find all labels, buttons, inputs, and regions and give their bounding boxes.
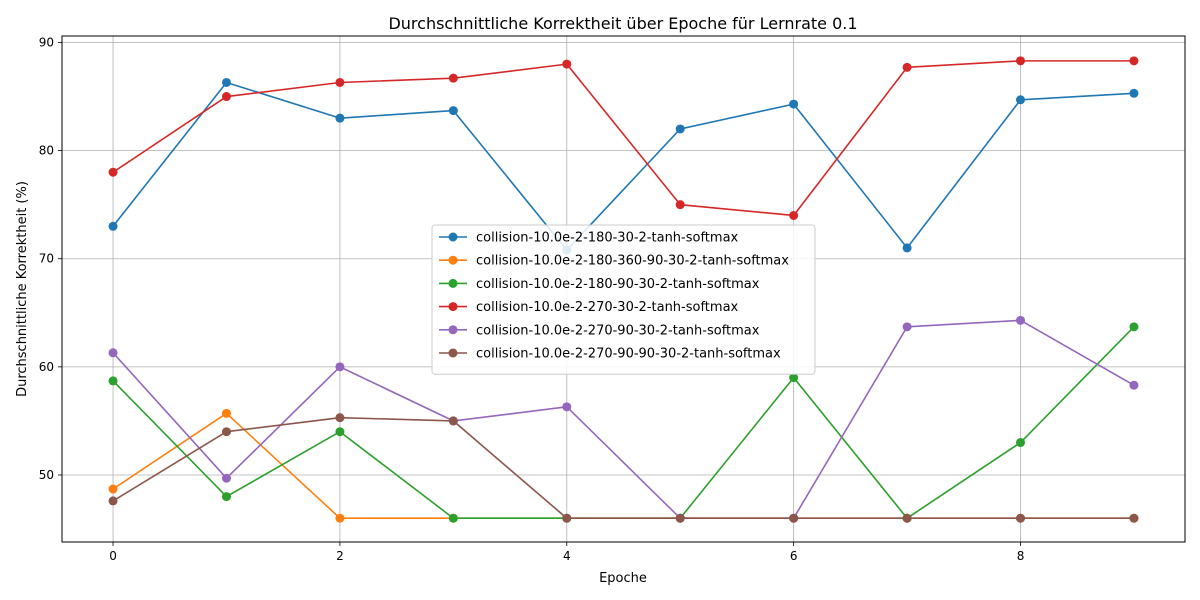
data-point (108, 496, 118, 506)
legend-marker (448, 348, 458, 358)
series-line-1 (112, 81, 1135, 251)
y-tick-label: 50 (39, 468, 54, 482)
data-point (902, 322, 912, 332)
data-point (562, 59, 572, 69)
data-point (789, 210, 799, 220)
data-point (221, 492, 231, 502)
y-tick-label: 70 (39, 252, 54, 266)
data-point (335, 427, 345, 437)
legend-label: collision-10.0e-2-270-90-90-30-2-tanh-so… (476, 347, 781, 362)
legend-box (431, 224, 816, 375)
data-point (108, 221, 118, 231)
data-point (221, 77, 231, 87)
legend-label: collision-10.0e-2-270-90-30-2-tanh-softm… (476, 323, 760, 338)
data-point (562, 513, 572, 523)
y-axis-label: Durchschnittliche Korrektheit (%) (15, 181, 30, 397)
y-tick-label: 60 (39, 360, 54, 374)
plot-area: 0 2 4 6 8 50 60 70 80 90 (39, 35, 1186, 563)
data-point (789, 373, 799, 383)
data-point (675, 513, 685, 523)
y-tick-label: 80 (39, 144, 54, 158)
data-point (1129, 56, 1139, 66)
data-point (1016, 95, 1026, 105)
data-point (221, 427, 231, 437)
data-point (789, 513, 799, 523)
data-point (221, 473, 231, 483)
x-axis-label: Epoche (599, 571, 647, 586)
data-point (108, 484, 118, 494)
legend-label: collision-10.0e-2-180-90-30-2-tanh-softm… (476, 277, 760, 292)
data-point (1129, 322, 1139, 332)
legend-label: collision-10.0e-2-270-30-2-tanh-softmax (476, 300, 739, 315)
data-point (675, 200, 685, 210)
data-point (221, 92, 231, 102)
legend-label: collision-10.0e-2-180-30-2-tanh-softmax (476, 231, 739, 246)
data-point (448, 416, 458, 426)
data-point (108, 376, 118, 386)
series-line-6 (112, 416, 1134, 520)
data-point (335, 513, 345, 523)
data-point (902, 513, 912, 523)
data-point (448, 106, 458, 116)
legend-marker (448, 255, 458, 265)
data-point (1129, 88, 1139, 98)
chart-title: Durchschnittliche Korrektheit über Epoch… (388, 14, 857, 33)
series-line-4 (112, 60, 1134, 217)
data-point (1129, 380, 1139, 390)
data-point (902, 62, 912, 72)
legend: collision-10.0e-2-180-30-2-tanh-softmax c… (431, 224, 816, 375)
legend-label: collision-10.0e-2-180-360-90-30-2-tanh-s… (476, 254, 789, 269)
data-point (562, 402, 572, 412)
data-point (1016, 438, 1026, 448)
data-point (335, 362, 345, 372)
data-point (1129, 513, 1139, 523)
data-point (675, 124, 685, 134)
axes-frame (61, 35, 1186, 543)
data-point (448, 513, 458, 523)
x-tick-label: 4 (563, 549, 571, 563)
x-tick-label: 6 (790, 549, 798, 563)
data-point (448, 73, 458, 83)
x-tick-label: 8 (1017, 549, 1025, 563)
data-point (335, 413, 345, 423)
legend-marker (448, 278, 458, 288)
data-point (335, 113, 345, 123)
x-tick-label: 0 (109, 549, 117, 563)
data-point (1016, 315, 1026, 325)
data-point (108, 167, 118, 177)
y-tick-label: 90 (39, 35, 54, 49)
data-point (1016, 513, 1026, 523)
data-point (108, 348, 118, 358)
legend-marker (448, 325, 458, 335)
data-point (902, 243, 912, 253)
data-point (335, 77, 345, 87)
series-line-5 (112, 319, 1135, 520)
data-point (221, 408, 231, 418)
data-point (1016, 56, 1026, 66)
legend-marker (448, 232, 458, 242)
data-point (789, 99, 799, 109)
x-tick-label: 2 (336, 549, 344, 563)
legend-marker (448, 302, 458, 312)
